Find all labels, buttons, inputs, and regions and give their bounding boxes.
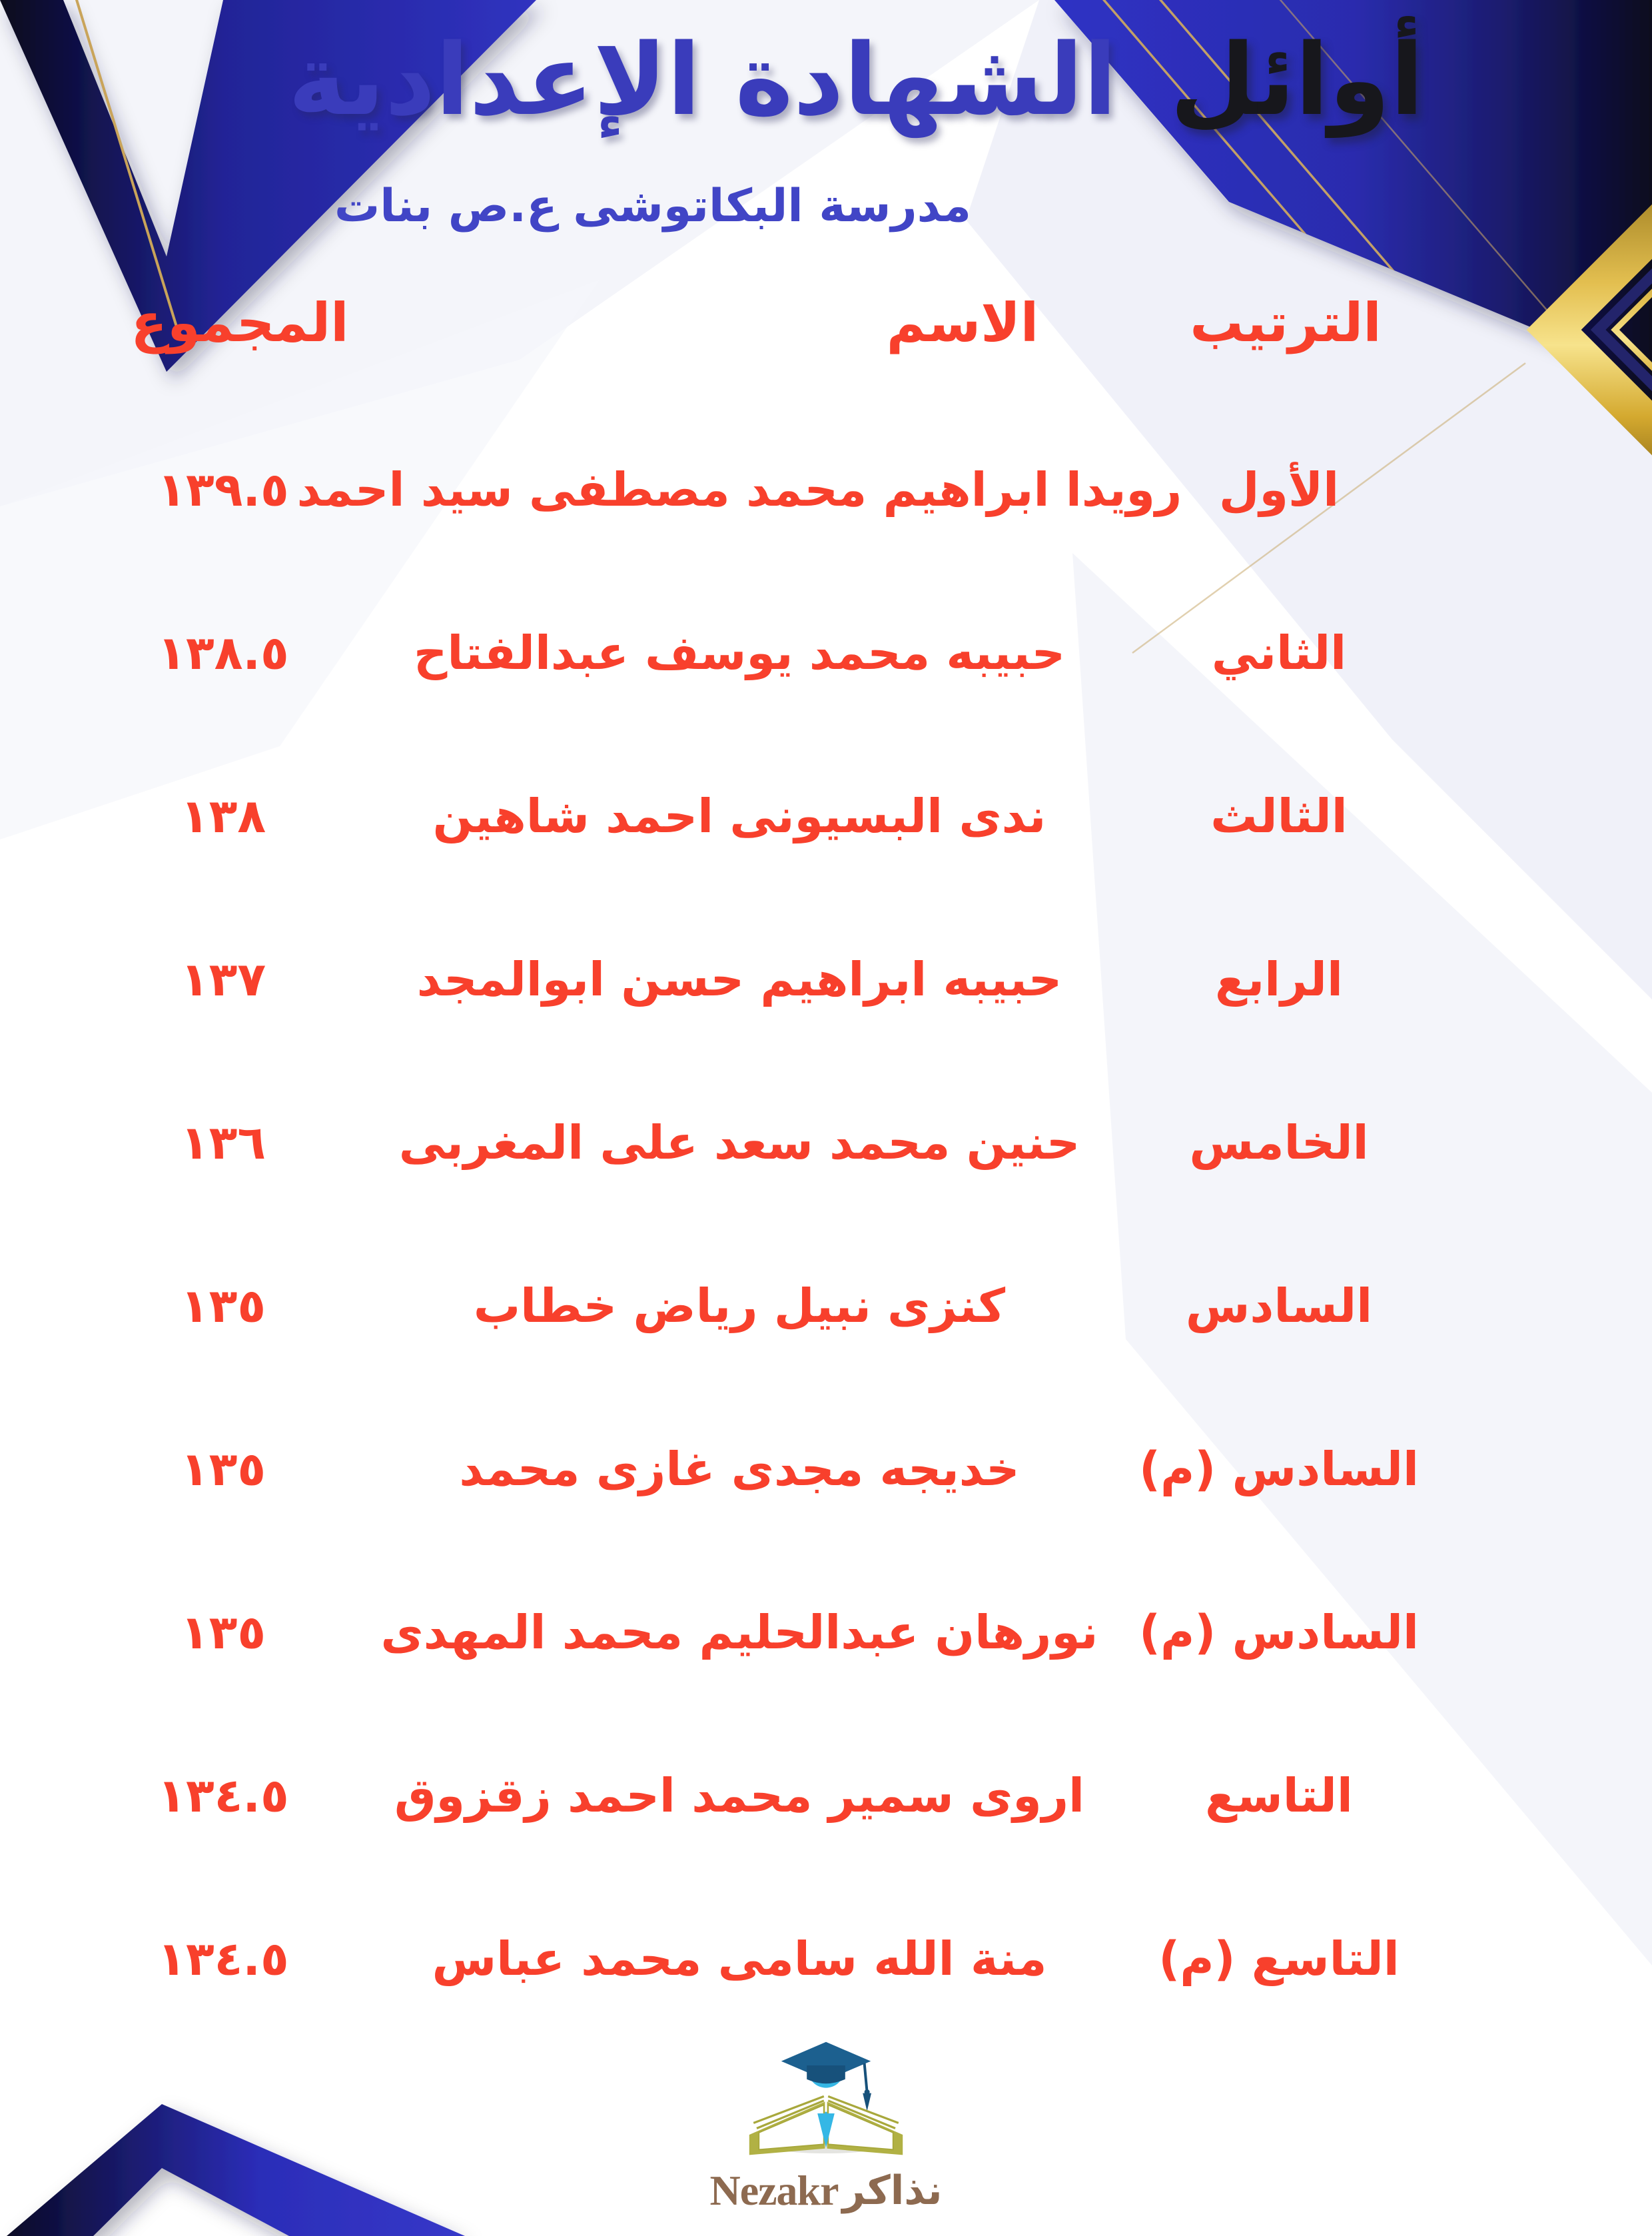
table-row: التاسع اروى سمير محمد احمد زقزوق ١٣٤.٥ [0, 1742, 1652, 1849]
total-score-cell: ١٣٧ [180, 952, 266, 1007]
nezakr-logo [693, 2033, 959, 2167]
rank-cell: الثاني [1211, 626, 1347, 680]
table-row: السادس كنزى نبيل رياض خطاب ١٣٥ [0, 1253, 1652, 1359]
rank-cell: الرابع [1215, 952, 1343, 1007]
student-name-cell: اروى سمير محمد احمد زقزوق [394, 1768, 1085, 1823]
rank-cell: الأول [1218, 462, 1340, 517]
title-word-awael: أوائل [1170, 23, 1424, 137]
column-header-name: الاسم [886, 292, 1039, 354]
gold-line [1132, 362, 1526, 654]
total-score-cell: ١٣٩.٥ [157, 462, 289, 517]
table-row: الخامس حنين محمد سعد على المغربى ١٣٦ [0, 1089, 1652, 1196]
table-row: الثاني حبيبه محمد يوسف عبدالفتاح ١٣٨.٥ [0, 600, 1652, 706]
rank-cell: الثالث [1210, 789, 1348, 843]
total-score-cell: ١٣٦ [180, 1115, 266, 1170]
table-row: السادس (م) نورهان عبدالحليم محمد المهدى ١٣… [0, 1579, 1652, 1686]
column-header-rank: الترتيب [1190, 292, 1382, 354]
bg-facet [1072, 553, 1652, 1965]
corner-ribbon-top-left [0, 0, 536, 372]
logo-wordmark: Nezakr نذاكر [693, 2164, 959, 2217]
rank-cell: السادس [1185, 1279, 1373, 1333]
table-row: الرابع حبيبه ابراهيم حسن ابوالمجد ١٣٧ [0, 926, 1652, 1033]
total-score-cell: ١٣٤.٥ [157, 1932, 289, 1986]
rank-cell: التاسع [1205, 1768, 1353, 1823]
column-header-total: المجموع [131, 292, 349, 354]
school-name: مدرسة البكاتوشى ع.ص بنات [334, 180, 972, 233]
student-name-cell: منة الله سامى محمد عباس [432, 1932, 1047, 1986]
title-certificate-name: الشهادة الإعدادية [288, 23, 1117, 137]
total-score-cell: ١٣٨ [180, 789, 266, 843]
cap-tassel [863, 2093, 871, 2111]
student-name-cell: حبيبه محمد يوسف عبدالفتاح [413, 626, 1066, 680]
student-name-cell: ندى البسيونى احمد شاهين [432, 789, 1046, 843]
gold-line [75, 0, 180, 334]
student-name-cell: حبيبه ابراهيم حسن ابوالمجد [416, 952, 1062, 1007]
rank-cell: التاسع (م) [1158, 1932, 1400, 1986]
table-row: الثالث ندى البسيونى احمد شاهين ١٣٨ [0, 763, 1652, 869]
corner-triangle-top-right [1054, 0, 1652, 426]
total-score-cell: ١٣٤.٥ [157, 1768, 289, 1823]
student-name-cell: خديجه مجدى غازى محمد [459, 1442, 1020, 1496]
total-score-cell: ١٣٥ [180, 1279, 266, 1333]
corner-chevron-bottom-left [7, 2104, 465, 2236]
rank-cell: الخامس [1189, 1115, 1369, 1170]
table-row: التاسع (م) منة الله سامى محمد عباس ١٣٤.٥ [0, 1906, 1652, 2012]
page-title: أوائل الشهادة الإعدادية [256, 0, 1455, 160]
student-name-cell: نورهان عبدالحليم محمد المهدى [380, 1605, 1098, 1660]
table-row: الأول رويدا ابراهيم محمد مصطفى سيد احمد ١٣… [0, 436, 1652, 543]
bg-facet [0, 280, 600, 839]
total-score-cell: ١٣٨.٥ [157, 626, 289, 680]
open-book-icon [749, 2095, 903, 2155]
graduation-student-open-book-icon [749, 2041, 903, 2155]
gold-chevron-right [1526, 147, 1652, 513]
student-name-cell: حنين محمد سعد على المغربى [398, 1115, 1080, 1170]
logo-text-latin: Nezakr [709, 2167, 839, 2214]
student-name-cell: كنزى نبيل رياض خطاب [473, 1279, 1006, 1333]
rank-cell: السادس (م) [1139, 1605, 1419, 1660]
rank-cell: السادس (م) [1139, 1442, 1419, 1496]
table-row: السادس (م) خديجه مجدى غازى محمد ١٣٥ [0, 1416, 1652, 1522]
total-score-cell: ١٣٥ [180, 1442, 266, 1496]
total-score-cell: ١٣٥ [180, 1605, 266, 1660]
logo-text-arabic: نذاكر [842, 2167, 943, 2214]
student-name-cell: رويدا ابراهيم محمد مصطفى سيد احمد [296, 462, 1182, 517]
